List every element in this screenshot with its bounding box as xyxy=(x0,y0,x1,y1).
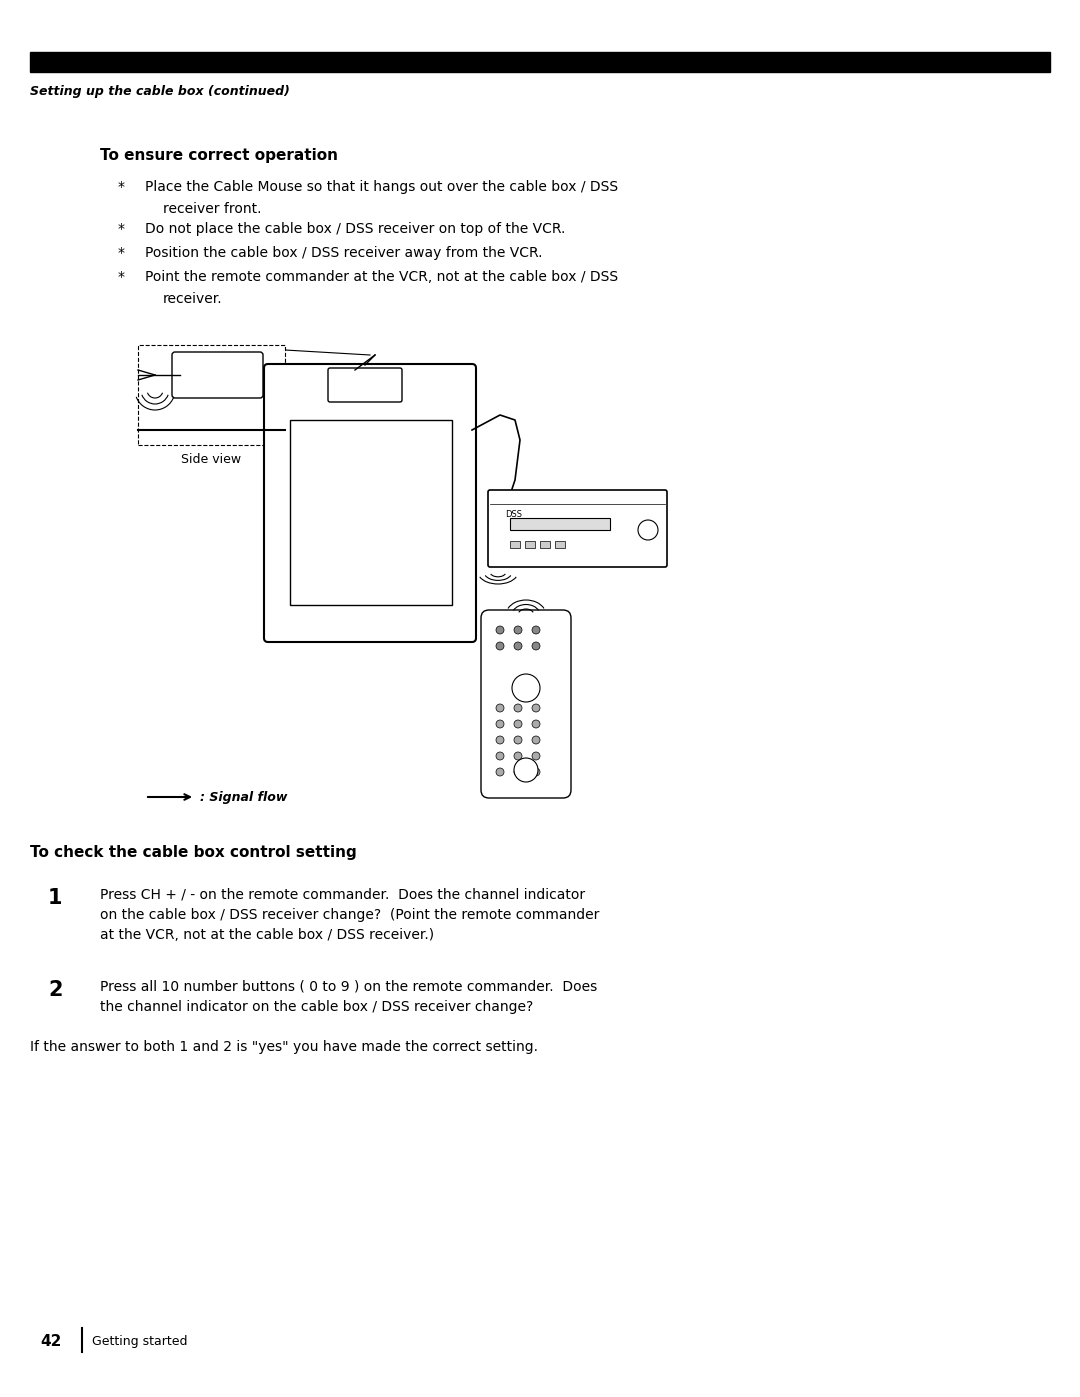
Circle shape xyxy=(514,768,522,775)
Circle shape xyxy=(514,736,522,745)
Text: Do not place the cable box / DSS receiver on top of the VCR.: Do not place the cable box / DSS receive… xyxy=(145,222,565,236)
Circle shape xyxy=(496,752,504,760)
Text: at the VCR, not at the cable box / DSS receiver.): at the VCR, not at the cable box / DSS r… xyxy=(100,928,434,942)
Text: To ensure correct operation: To ensure correct operation xyxy=(100,148,338,163)
Bar xyxy=(540,541,550,548)
Bar xyxy=(291,420,453,605)
Bar xyxy=(525,541,535,548)
Text: 1: 1 xyxy=(48,888,63,908)
Circle shape xyxy=(496,643,504,650)
Text: *: * xyxy=(118,222,125,236)
Circle shape xyxy=(532,704,540,712)
Circle shape xyxy=(514,643,522,650)
FancyBboxPatch shape xyxy=(264,365,476,643)
Circle shape xyxy=(514,626,522,634)
Text: on the cable box / DSS receiver change?  (Point the remote commander: on the cable box / DSS receiver change? … xyxy=(100,908,599,922)
Text: receiver.: receiver. xyxy=(163,292,222,306)
Circle shape xyxy=(532,643,540,650)
Circle shape xyxy=(496,768,504,775)
Circle shape xyxy=(514,704,522,712)
Circle shape xyxy=(532,719,540,728)
Text: : Signal flow: : Signal flow xyxy=(200,791,287,803)
Circle shape xyxy=(512,673,540,703)
Circle shape xyxy=(496,626,504,634)
Circle shape xyxy=(514,752,522,760)
Bar xyxy=(30,52,1050,73)
Bar xyxy=(138,345,285,446)
Circle shape xyxy=(496,736,504,745)
Circle shape xyxy=(514,719,522,728)
Text: 2: 2 xyxy=(48,981,63,1000)
Bar xyxy=(510,541,519,548)
FancyBboxPatch shape xyxy=(481,610,571,798)
Text: To check the cable box control setting: To check the cable box control setting xyxy=(30,845,356,861)
Text: Press all 10 number buttons ( 0 to 9 ) on the remote commander.  Does: Press all 10 number buttons ( 0 to 9 ) o… xyxy=(100,981,597,995)
Circle shape xyxy=(638,520,658,541)
Text: DSS: DSS xyxy=(505,510,522,520)
FancyBboxPatch shape xyxy=(172,352,264,398)
Circle shape xyxy=(532,752,540,760)
Text: *: * xyxy=(118,270,125,284)
Text: 42: 42 xyxy=(40,1334,62,1350)
Circle shape xyxy=(496,719,504,728)
Text: Point the remote commander at the VCR, not at the cable box / DSS: Point the remote commander at the VCR, n… xyxy=(145,270,618,284)
FancyBboxPatch shape xyxy=(328,367,402,402)
Circle shape xyxy=(532,768,540,775)
Text: the channel indicator on the cable box / DSS receiver change?: the channel indicator on the cable box /… xyxy=(100,1000,534,1014)
Text: Getting started: Getting started xyxy=(92,1336,188,1348)
Text: receiver front.: receiver front. xyxy=(163,203,261,217)
Circle shape xyxy=(496,704,504,712)
Circle shape xyxy=(532,736,540,745)
Text: +: + xyxy=(517,679,535,697)
Text: If the answer to both 1 and 2 is "yes" you have made the correct setting.: If the answer to both 1 and 2 is "yes" y… xyxy=(30,1039,538,1053)
Bar xyxy=(510,518,610,529)
Circle shape xyxy=(514,759,538,782)
Text: *: * xyxy=(118,180,125,194)
Text: Setting up the cable box (continued): Setting up the cable box (continued) xyxy=(30,85,289,98)
Text: Press CH + / - on the remote commander.  Does the channel indicator: Press CH + / - on the remote commander. … xyxy=(100,888,585,902)
Text: Place the Cable Mouse so that it hangs out over the cable box / DSS: Place the Cable Mouse so that it hangs o… xyxy=(145,180,618,194)
Text: Side view: Side view xyxy=(181,453,242,467)
Text: Position the cable box / DSS receiver away from the VCR.: Position the cable box / DSS receiver aw… xyxy=(145,246,542,260)
Bar xyxy=(555,541,565,548)
FancyBboxPatch shape xyxy=(488,490,667,567)
Circle shape xyxy=(532,626,540,634)
Text: *: * xyxy=(118,246,125,260)
